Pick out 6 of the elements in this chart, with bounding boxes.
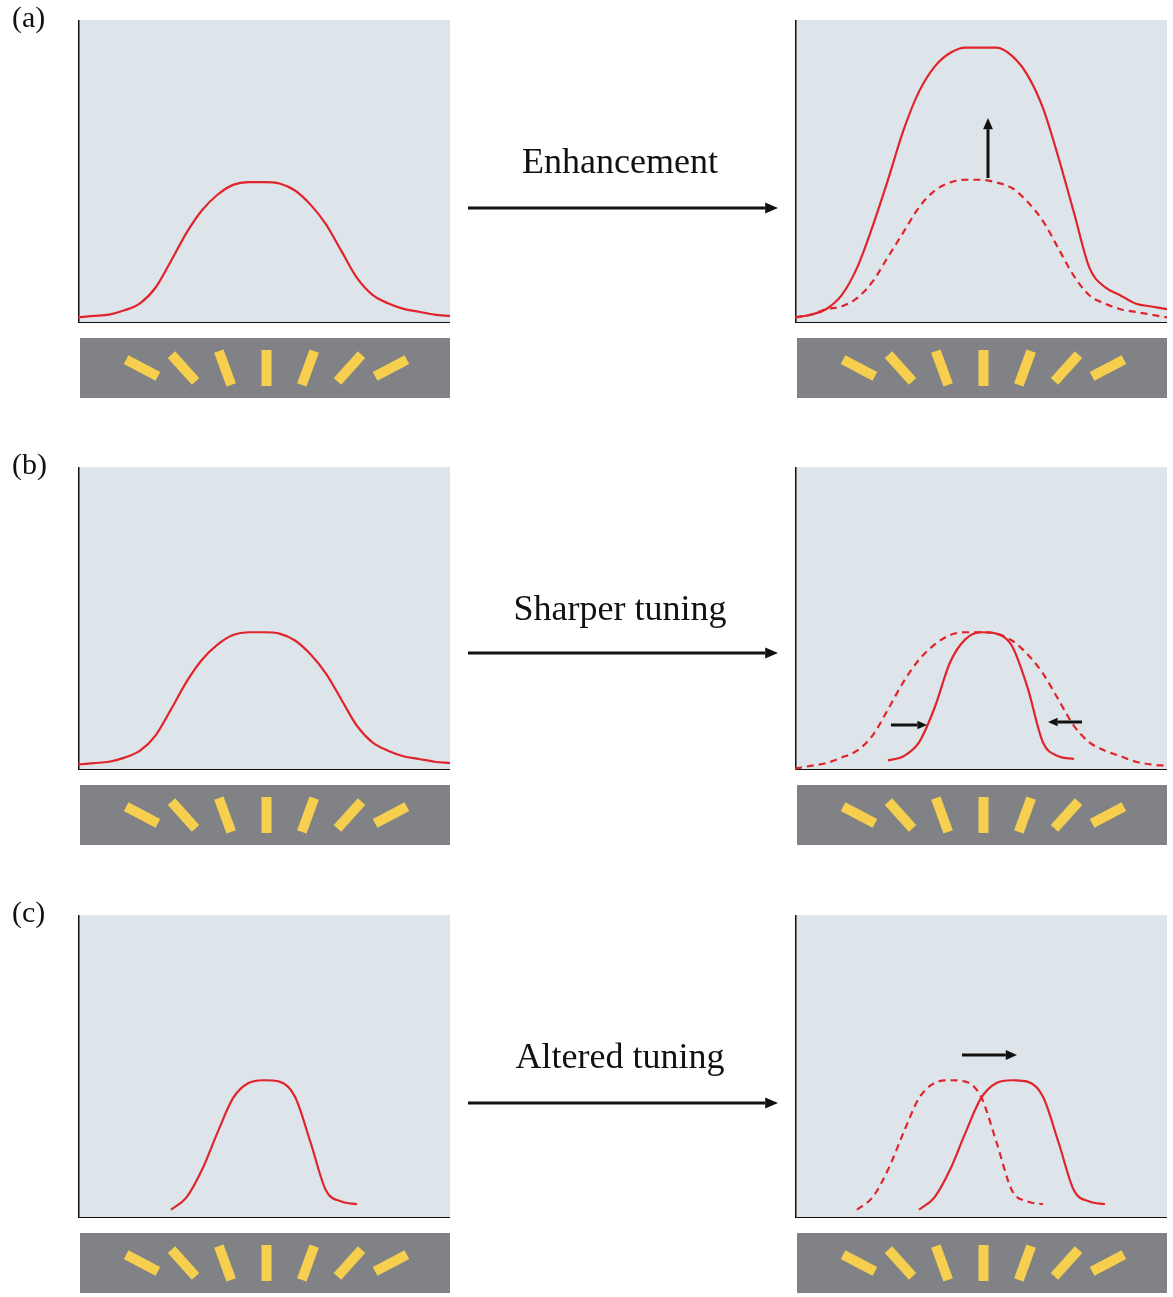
chart-title: (a) <box>12 0 46 34</box>
text: Enhancement <box>521 140 719 182</box>
chart-title: (b) <box>12 447 47 481</box>
chart-title: (c) <box>12 895 46 929</box>
text: Altered tuning <box>514 1035 726 1077</box>
text: Sharper tuning <box>512 587 728 629</box>
